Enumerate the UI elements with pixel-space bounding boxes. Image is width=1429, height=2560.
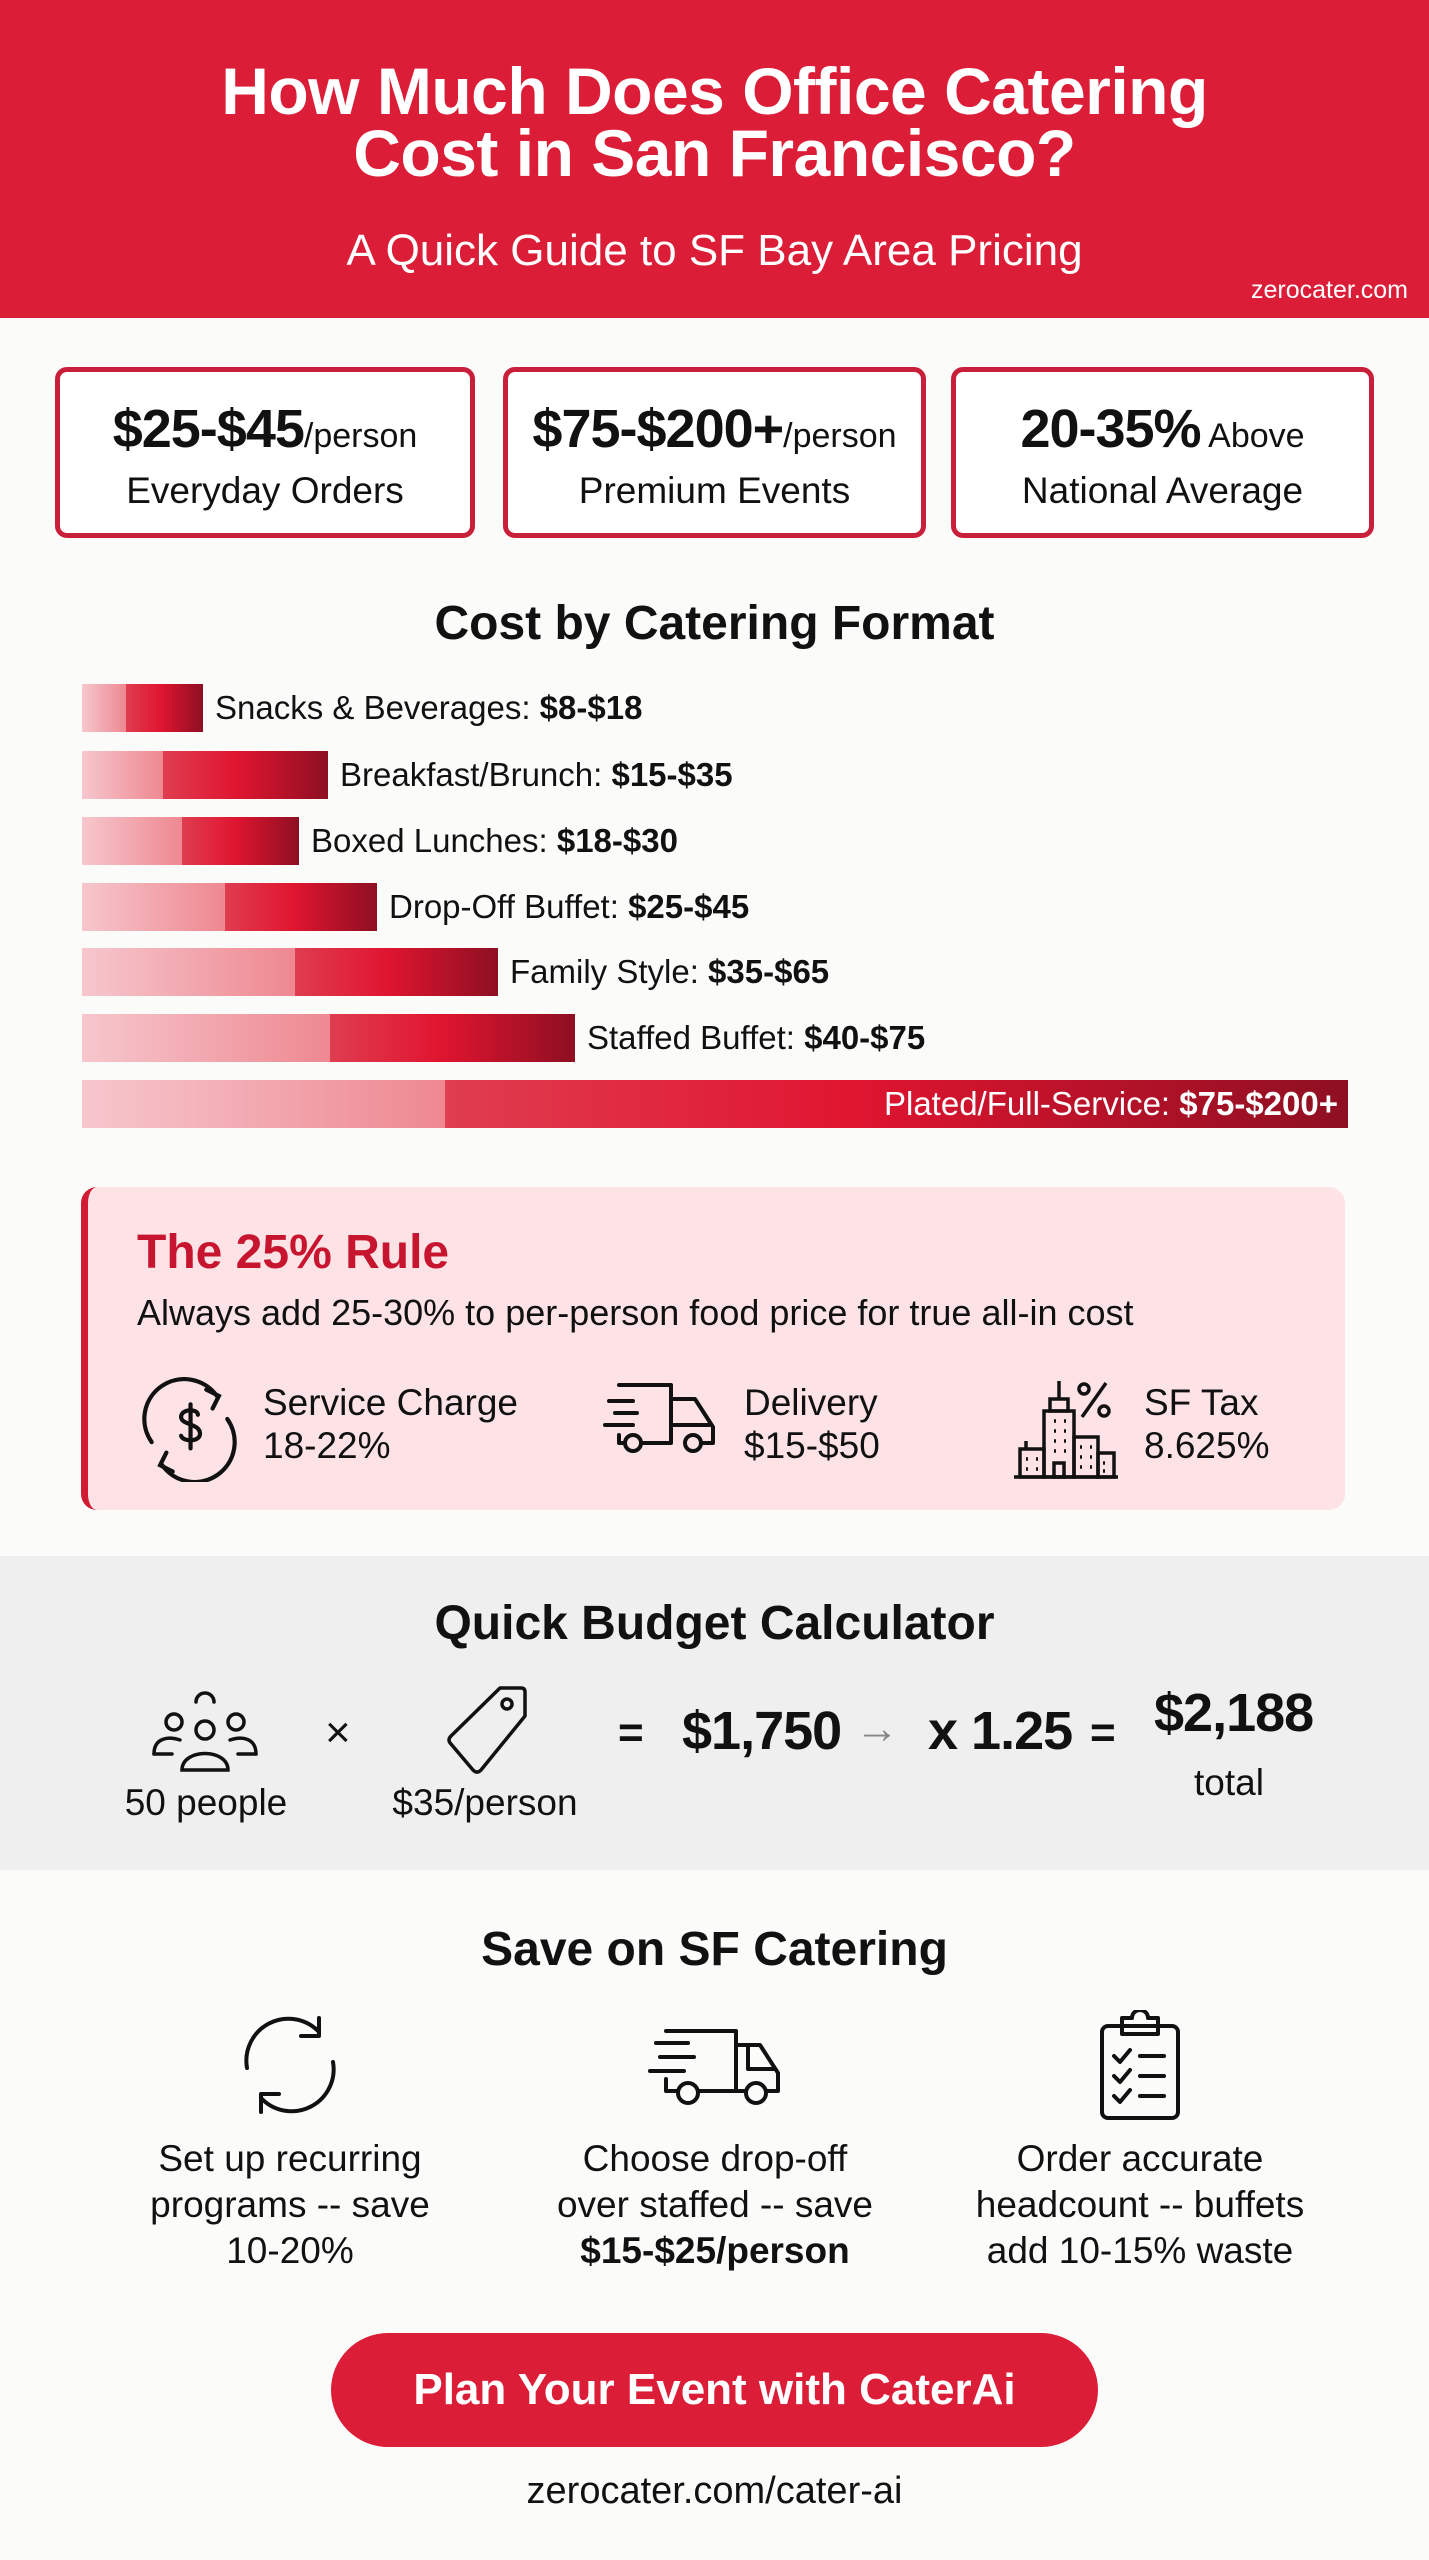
delivery-truck-icon — [603, 1383, 715, 1453]
tip-line: programs -- save — [150, 2184, 430, 2225]
stat-card-everyday: $25-$45/person Everyday Orders — [55, 367, 475, 538]
dollar-cycle-icon — [142, 1377, 237, 1482]
tip-headcount: Order accurate headcount -- buffets add … — [930, 2136, 1350, 2274]
equals-sign-2: = — [1090, 1708, 1116, 1757]
save-section-title: Save on SF Catering — [481, 1923, 948, 1976]
bar — [82, 948, 498, 996]
bar-row-plated: Plated/Full-Service: $75-$200+ — [82, 1080, 1348, 1128]
bar — [82, 1080, 1348, 1128]
tip-line: 10-20% — [226, 2230, 354, 2271]
calculator-title: Quick Budget Calculator — [434, 1597, 995, 1650]
stat-card-national-average: 20-35% Above National Average — [951, 367, 1374, 538]
bar-label: Snacks & Beverages: $8-$18 — [215, 689, 643, 726]
equals-sign: = — [618, 1708, 644, 1757]
tip-line: Choose drop-off — [582, 2138, 848, 2179]
bar — [82, 883, 377, 931]
bar — [82, 751, 328, 799]
page-title-line-1: How Much Does Office Catering — [221, 54, 1208, 128]
bar-label: Breakfast/Brunch: $15-$35 — [340, 756, 733, 793]
stat-value: 20-35% Above — [1020, 399, 1305, 459]
people-group-icon — [152, 1691, 258, 1772]
bar — [82, 817, 299, 865]
tip-line: headcount -- buffets — [975, 2184, 1305, 2225]
page-subtitle: A Quick Guide to SF Bay Area Pricing — [346, 226, 1083, 275]
rule-title: The 25% Rule — [137, 1226, 450, 1279]
price-tag-icon — [447, 1686, 527, 1774]
stat-label: National Average — [1021, 470, 1304, 511]
brand-link[interactable]: zerocater.com — [1250, 276, 1408, 304]
tip-line: add 10-15% waste — [986, 2230, 1294, 2271]
fee-delivery: Delivery $15-$50 — [603, 1372, 943, 1482]
bar-label: Staffed Buffet: $40-$75 — [587, 1019, 926, 1056]
budget-calculator: Quick Budget Calculator 50 people × $35/… — [0, 1556, 1429, 1870]
bar-label: Plated/Full-Service: $75-$200+ — [883, 1085, 1338, 1122]
bar-label: Boxed Lunches: $18-$30 — [311, 822, 678, 859]
cost-section-title: Cost by Catering Format — [434, 597, 995, 650]
stat-value: $25-$45/person — [112, 399, 418, 459]
multiplier-value: x 1.25 — [928, 1701, 1073, 1761]
fee-value: 18-22% — [263, 1425, 391, 1466]
cater-ai-link[interactable]: zerocater.com/cater-ai — [526, 2470, 903, 2512]
stat-label: Everyday Orders — [126, 470, 404, 511]
tip-line-highlight: $15-$25/person — [580, 2230, 850, 2271]
rule-description: Always add 25-30% to per-person food pri… — [137, 1292, 1134, 1333]
arrow-right-icon: → — [855, 1704, 899, 1753]
multiply-sign: × — [325, 1708, 351, 1757]
page-title-line-2: Cost in San Francisco? — [353, 116, 1076, 190]
subtotal-value: $1,750 — [682, 1701, 842, 1761]
stat-value: $75-$200+/person — [532, 399, 897, 459]
fee-label: SF Tax — [1144, 1382, 1259, 1423]
delivery-truck-icon — [648, 2029, 780, 2105]
bar-label: Family Style: $35-$65 — [510, 953, 830, 990]
tip-recurring: Set up recurring programs -- save 10-20% — [80, 2136, 500, 2274]
fee-label: Service Charge — [263, 1382, 519, 1423]
tip-line: over staffed -- save — [556, 2184, 874, 2225]
header-banner: How Much Does Office Catering Cost in Sa… — [0, 0, 1429, 318]
fee-label: Delivery — [744, 1382, 878, 1423]
recurring-icon — [244, 2016, 336, 2114]
tip-line: Set up recurring — [158, 2138, 422, 2179]
fee-value: $15-$50 — [744, 1425, 880, 1466]
city-tax-icon — [1014, 1381, 1118, 1479]
fee-sf-tax: SF Tax 8.625% — [1012, 1372, 1332, 1482]
tip-drop-off: Choose drop-off over staffed -- save $15… — [505, 2136, 925, 2274]
fee-service-charge: Service Charge 18-22% — [137, 1372, 537, 1482]
rule-callout: The 25% Rule Always add 25-30% to per-pe… — [81, 1187, 1345, 1510]
bar — [82, 1014, 575, 1062]
bar — [82, 684, 203, 732]
price-per-person-label: $35/person — [392, 1782, 578, 1823]
total-value: $2,188 — [1154, 1683, 1314, 1743]
stat-label: Premium Events — [578, 470, 851, 511]
plan-event-button[interactable]: Plan Your Event with CaterAi — [331, 2333, 1098, 2447]
stat-card-premium: $75-$200+/person Premium Events — [503, 367, 926, 538]
total-label: total — [1194, 1762, 1264, 1803]
checklist-icon — [1100, 2010, 1180, 2120]
fee-value: 8.625% — [1144, 1425, 1270, 1466]
people-count-label: 50 people — [124, 1782, 288, 1823]
bar-label: Drop-Off Buffet: $25-$45 — [389, 888, 750, 925]
tip-line: Order accurate — [1016, 2138, 1264, 2179]
